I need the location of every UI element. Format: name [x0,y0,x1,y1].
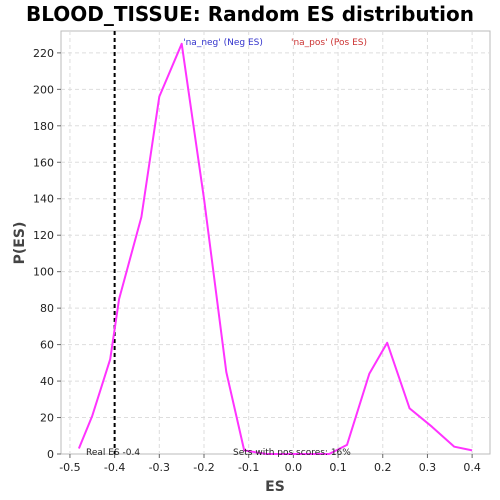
x-tick-label: 0.1 [329,461,347,474]
y-tick-label: 40 [40,375,54,388]
y-tick-label: 160 [33,156,54,169]
y-axis-ticks: 0 20 40 60 80 100 120 140 160 180 200 220 [33,47,61,461]
x-tick-label: -0.1 [238,461,259,474]
y-tick-label: 140 [33,193,54,206]
x-axis-label: ES [265,479,285,495]
y-tick-label: 200 [33,83,54,96]
x-tick-label: 0.3 [419,461,437,474]
y-tick-label: 60 [40,339,54,352]
x-tick-label: 0.2 [374,461,392,474]
x-tick-label: -0.2 [193,461,214,474]
x-tick-label: 0.0 [285,461,303,474]
grid-lines [61,31,490,454]
legend-pos-es: 'na_pos' (Pos ES) [291,38,367,48]
y-tick-label: 100 [33,266,54,279]
y-tick-label: 0 [47,448,54,461]
y-tick-label: 80 [40,302,54,315]
plot-area [60,30,491,455]
y-tick-label: 180 [33,120,54,133]
legend-neg-es: 'na_neg' (Neg ES) [183,38,263,48]
x-tick-label: -0.4 [104,461,125,474]
pos-scores-annotation: Sets with pos scores: 16% [233,448,351,458]
y-tick-label: 20 [40,412,54,425]
chart-title: BLOOD_TISSUE: Random ES distribution [26,2,474,26]
x-tick-label: -0.3 [149,461,170,474]
es-distribution-series-line [77,42,473,455]
x-tick-label: -0.5 [59,461,80,474]
x-tick-label: 0.4 [463,461,481,474]
real-es-annotation: Real ES -0.4 [86,448,140,458]
y-axis-label: P(ES) [12,222,28,265]
x-axis-ticks: -0.5 -0.4 -0.3 -0.2 -0.1 0.0 0.1 0.2 0.3 0.4 [59,454,481,474]
y-tick-label: 220 [33,47,54,60]
y-tick-label: 120 [33,229,54,242]
